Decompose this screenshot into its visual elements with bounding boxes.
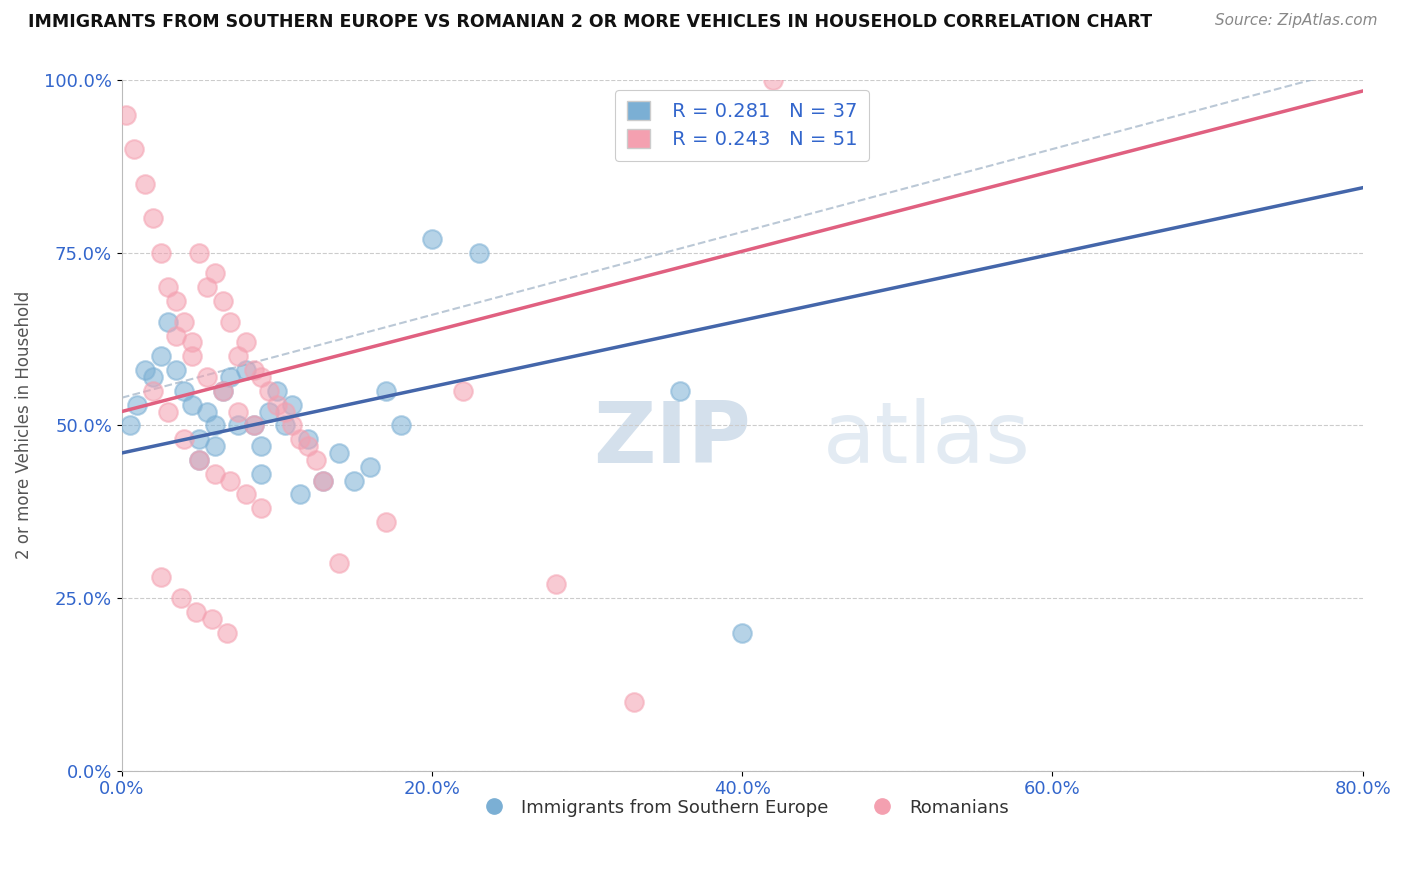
Point: [173, 315, 195, 329]
Point: [211, 384, 233, 398]
Point: [115, 107, 138, 121]
Point: [250, 370, 273, 384]
Point: [242, 418, 264, 433]
Point: [134, 363, 156, 377]
Point: [467, 245, 489, 260]
Point: [257, 404, 280, 418]
Point: [157, 404, 180, 418]
Point: [328, 446, 350, 460]
Point: [235, 363, 257, 377]
Point: [165, 293, 187, 308]
Point: [250, 439, 273, 453]
Point: [217, 625, 239, 640]
Point: [235, 487, 257, 501]
Point: [204, 418, 226, 433]
Point: [762, 73, 785, 87]
Point: [242, 418, 264, 433]
Y-axis label: 2 or more Vehicles in Household: 2 or more Vehicles in Household: [15, 291, 32, 559]
Point: [211, 384, 233, 398]
Point: [250, 467, 273, 481]
Point: [188, 453, 211, 467]
Point: [186, 605, 208, 619]
Point: [451, 384, 474, 398]
Point: [343, 474, 366, 488]
Point: [374, 384, 396, 398]
Point: [195, 370, 218, 384]
Point: [266, 398, 288, 412]
Point: [134, 177, 156, 191]
Point: [669, 384, 692, 398]
Point: [188, 432, 211, 446]
Point: [127, 398, 149, 412]
Point: [359, 459, 381, 474]
Point: [226, 349, 249, 363]
Text: atlas: atlas: [823, 398, 1031, 481]
Point: [235, 335, 257, 350]
Point: [149, 570, 172, 584]
Point: [546, 577, 568, 591]
Point: [118, 418, 141, 433]
Point: [188, 245, 211, 260]
Point: [266, 384, 288, 398]
Point: [180, 349, 202, 363]
Legend: Immigrants from Southern Europe, Romanians: Immigrants from Southern Europe, Romania…: [468, 791, 1017, 824]
Point: [290, 432, 312, 446]
Point: [623, 695, 645, 709]
Point: [257, 384, 280, 398]
Point: [188, 453, 211, 467]
Point: [281, 418, 304, 433]
Point: [211, 293, 233, 308]
Point: [204, 439, 226, 453]
Point: [389, 418, 412, 433]
Point: [180, 398, 202, 412]
Point: [142, 211, 165, 226]
Point: [165, 363, 187, 377]
Point: [157, 315, 180, 329]
Text: IMMIGRANTS FROM SOUTHERN EUROPE VS ROMANIAN 2 OR MORE VEHICLES IN HOUSEHOLD CORR: IMMIGRANTS FROM SOUTHERN EUROPE VS ROMAN…: [28, 13, 1153, 31]
Point: [142, 370, 165, 384]
Point: [122, 142, 145, 156]
Point: [204, 266, 226, 280]
Point: [297, 439, 319, 453]
Point: [420, 232, 443, 246]
Text: Source: ZipAtlas.com: Source: ZipAtlas.com: [1215, 13, 1378, 29]
Point: [305, 453, 328, 467]
Point: [219, 370, 242, 384]
Point: [180, 335, 202, 350]
Point: [170, 591, 193, 605]
Point: [312, 474, 335, 488]
Point: [281, 398, 304, 412]
Point: [195, 404, 218, 418]
Point: [226, 418, 249, 433]
Point: [195, 280, 218, 294]
Point: [165, 328, 187, 343]
Point: [149, 245, 172, 260]
Point: [273, 404, 295, 418]
Point: [290, 487, 312, 501]
Point: [204, 467, 226, 481]
Point: [219, 315, 242, 329]
Point: [157, 280, 180, 294]
Point: [328, 557, 350, 571]
Point: [219, 474, 242, 488]
Text: ZIP: ZIP: [593, 398, 751, 481]
Point: [242, 363, 264, 377]
Point: [297, 432, 319, 446]
Point: [142, 384, 165, 398]
Point: [731, 625, 754, 640]
Point: [201, 612, 224, 626]
Point: [173, 432, 195, 446]
Point: [374, 515, 396, 529]
Point: [173, 384, 195, 398]
Point: [273, 418, 295, 433]
Point: [250, 501, 273, 516]
Point: [226, 404, 249, 418]
Point: [149, 349, 172, 363]
Point: [312, 474, 335, 488]
